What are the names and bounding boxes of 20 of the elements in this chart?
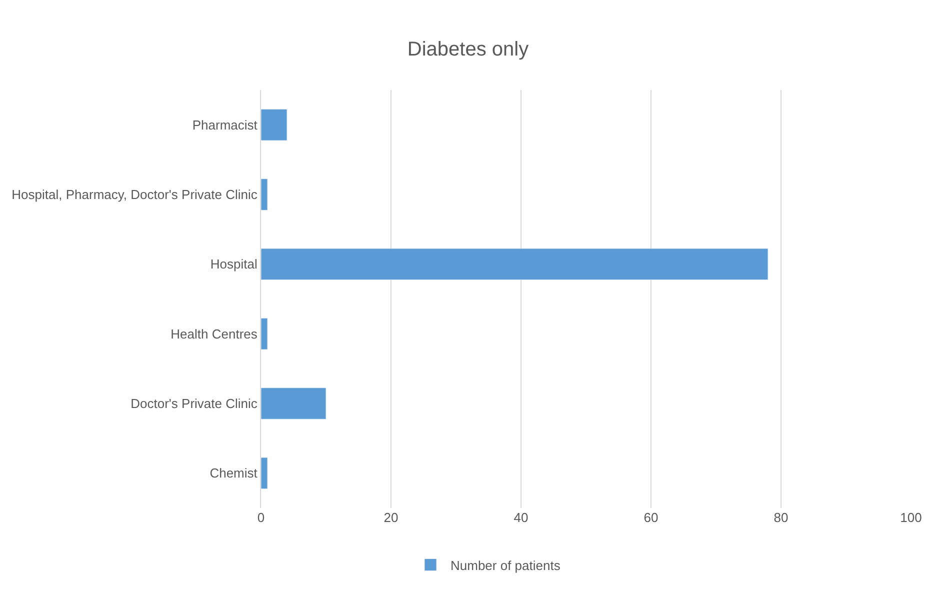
chart-title: Diabetes only bbox=[407, 38, 529, 60]
y-tick-label: Chemist bbox=[210, 466, 258, 481]
x-tick-label: 0 bbox=[257, 510, 265, 525]
bar bbox=[261, 108, 288, 141]
x-tick-label: 60 bbox=[644, 510, 658, 525]
x-tick-label: 100 bbox=[900, 510, 922, 525]
bar bbox=[261, 388, 326, 420]
y-tick-label: Pharmacist bbox=[192, 117, 258, 132]
bar bbox=[261, 457, 268, 490]
bar bbox=[261, 178, 268, 210]
x-tick-label: 80 bbox=[774, 510, 788, 525]
y-tick-label: Hospital, Pharmacy, Doctor's Private Clinic bbox=[12, 187, 258, 202]
y-tick-label: Hospital bbox=[210, 256, 258, 272]
legend-label: Number of patients bbox=[450, 558, 561, 573]
y-tick-label: Doctor's Private Clinic bbox=[130, 396, 258, 412]
x-tick-label: 40 bbox=[514, 510, 528, 525]
bar bbox=[261, 248, 768, 280]
y-tick-label: Health Centres bbox=[170, 326, 258, 342]
bar bbox=[261, 318, 268, 350]
x-tick-label: 20 bbox=[384, 510, 398, 525]
